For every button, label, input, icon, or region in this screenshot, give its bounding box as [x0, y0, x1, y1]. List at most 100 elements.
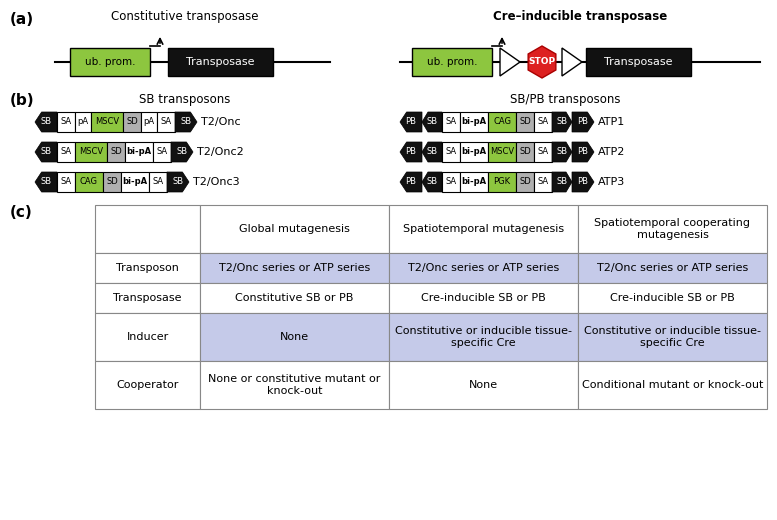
Text: T2/Onc series or ATP series: T2/Onc series or ATP series	[219, 263, 370, 273]
Text: Cre-inducible SB or PB: Cre-inducible SB or PB	[421, 293, 546, 303]
Bar	[534, 112, 552, 132]
Text: SB: SB	[40, 177, 51, 187]
Bar	[95, 361, 200, 409]
Text: Constitutive SB or PB: Constitutive SB or PB	[235, 293, 354, 303]
Text: SA: SA	[538, 118, 549, 126]
Text: Spatiotemporal cooperating
mutagenesis: Spatiotemporal cooperating mutagenesis	[594, 218, 751, 240]
Text: SB: SB	[172, 177, 183, 187]
Text: (c): (c)	[10, 205, 33, 220]
Bar	[578, 313, 767, 361]
Bar	[91, 112, 123, 132]
Bar	[516, 172, 534, 192]
Text: Inducer: Inducer	[127, 332, 169, 342]
Polygon shape	[552, 172, 572, 192]
Bar	[578, 283, 767, 313]
Text: SB: SB	[427, 118, 437, 126]
Bar	[200, 361, 389, 409]
Text: Conditional mutant or knock-out: Conditional mutant or knock-out	[582, 380, 763, 390]
Text: ub. prom.: ub. prom.	[427, 57, 477, 67]
Polygon shape	[400, 112, 422, 132]
Text: PB: PB	[577, 118, 588, 126]
Text: (a): (a)	[10, 12, 34, 27]
Text: Transposase: Transposase	[113, 293, 182, 303]
Bar	[442, 142, 460, 162]
Bar	[149, 172, 167, 192]
Bar	[157, 112, 175, 132]
Bar	[516, 112, 534, 132]
Text: None or constitutive mutant or
knock-out: None or constitutive mutant or knock-out	[208, 374, 381, 396]
Bar	[70, 48, 150, 76]
Polygon shape	[400, 172, 422, 192]
Bar	[107, 142, 125, 162]
Bar	[57, 112, 75, 132]
Bar	[95, 283, 200, 313]
Text: Cre-inducible SB or PB: Cre-inducible SB or PB	[610, 293, 735, 303]
Bar	[103, 172, 121, 192]
Bar	[488, 172, 516, 192]
Bar	[95, 253, 200, 283]
Text: PB: PB	[406, 148, 416, 157]
Bar	[121, 172, 149, 192]
Polygon shape	[500, 48, 520, 76]
Text: SB: SB	[427, 177, 437, 187]
Text: SD: SD	[110, 148, 122, 157]
Bar	[57, 172, 75, 192]
Polygon shape	[167, 172, 189, 192]
Polygon shape	[422, 172, 442, 192]
Bar	[168, 48, 273, 76]
Text: (b): (b)	[10, 93, 35, 108]
Text: PB: PB	[577, 177, 588, 187]
Text: PB: PB	[577, 148, 588, 157]
Polygon shape	[175, 112, 197, 132]
Bar	[389, 313, 578, 361]
Bar	[75, 112, 91, 132]
Bar	[488, 112, 516, 132]
Bar	[460, 172, 488, 192]
Text: ATP3: ATP3	[598, 177, 625, 187]
Bar	[200, 205, 389, 253]
Bar	[95, 205, 200, 253]
Text: SA: SA	[445, 177, 457, 187]
Text: MSCV: MSCV	[79, 148, 103, 157]
Bar	[57, 142, 75, 162]
Text: SB: SB	[176, 148, 187, 157]
Text: PGK: PGK	[493, 177, 510, 187]
Text: SB: SB	[556, 148, 567, 157]
Text: bi-pA: bi-pA	[127, 148, 152, 157]
Text: bi-pA: bi-pA	[462, 177, 486, 187]
Text: SB: SB	[40, 148, 51, 157]
Text: MSCV: MSCV	[95, 118, 119, 126]
Text: ATP2: ATP2	[598, 147, 625, 157]
Text: SA: SA	[160, 118, 172, 126]
Bar	[389, 283, 578, 313]
Polygon shape	[528, 46, 556, 78]
Polygon shape	[572, 172, 594, 192]
Text: SA: SA	[152, 177, 164, 187]
Bar	[125, 142, 153, 162]
Polygon shape	[422, 112, 442, 132]
Bar	[534, 142, 552, 162]
Polygon shape	[562, 48, 582, 76]
Polygon shape	[572, 112, 594, 132]
Text: MSCV: MSCV	[490, 148, 514, 157]
Text: PB: PB	[406, 177, 416, 187]
Text: SA: SA	[156, 148, 168, 157]
Bar	[75, 142, 107, 162]
Bar	[534, 172, 552, 192]
Bar	[389, 253, 578, 283]
Text: Constitutive or inducible tissue-
specific Cre: Constitutive or inducible tissue- specif…	[395, 326, 572, 348]
Polygon shape	[35, 172, 57, 192]
Text: CAG: CAG	[80, 177, 98, 187]
Text: Transposon: Transposon	[116, 263, 179, 273]
Text: ATP1: ATP1	[598, 117, 625, 127]
Text: SB: SB	[40, 118, 51, 126]
Text: SA: SA	[61, 148, 71, 157]
Bar	[442, 172, 460, 192]
Text: SB: SB	[556, 177, 567, 187]
Text: None: None	[469, 380, 498, 390]
Text: bi-pA: bi-pA	[462, 118, 486, 126]
Bar	[75, 172, 103, 192]
Text: SD: SD	[519, 177, 531, 187]
Polygon shape	[552, 142, 572, 162]
Bar	[389, 205, 578, 253]
